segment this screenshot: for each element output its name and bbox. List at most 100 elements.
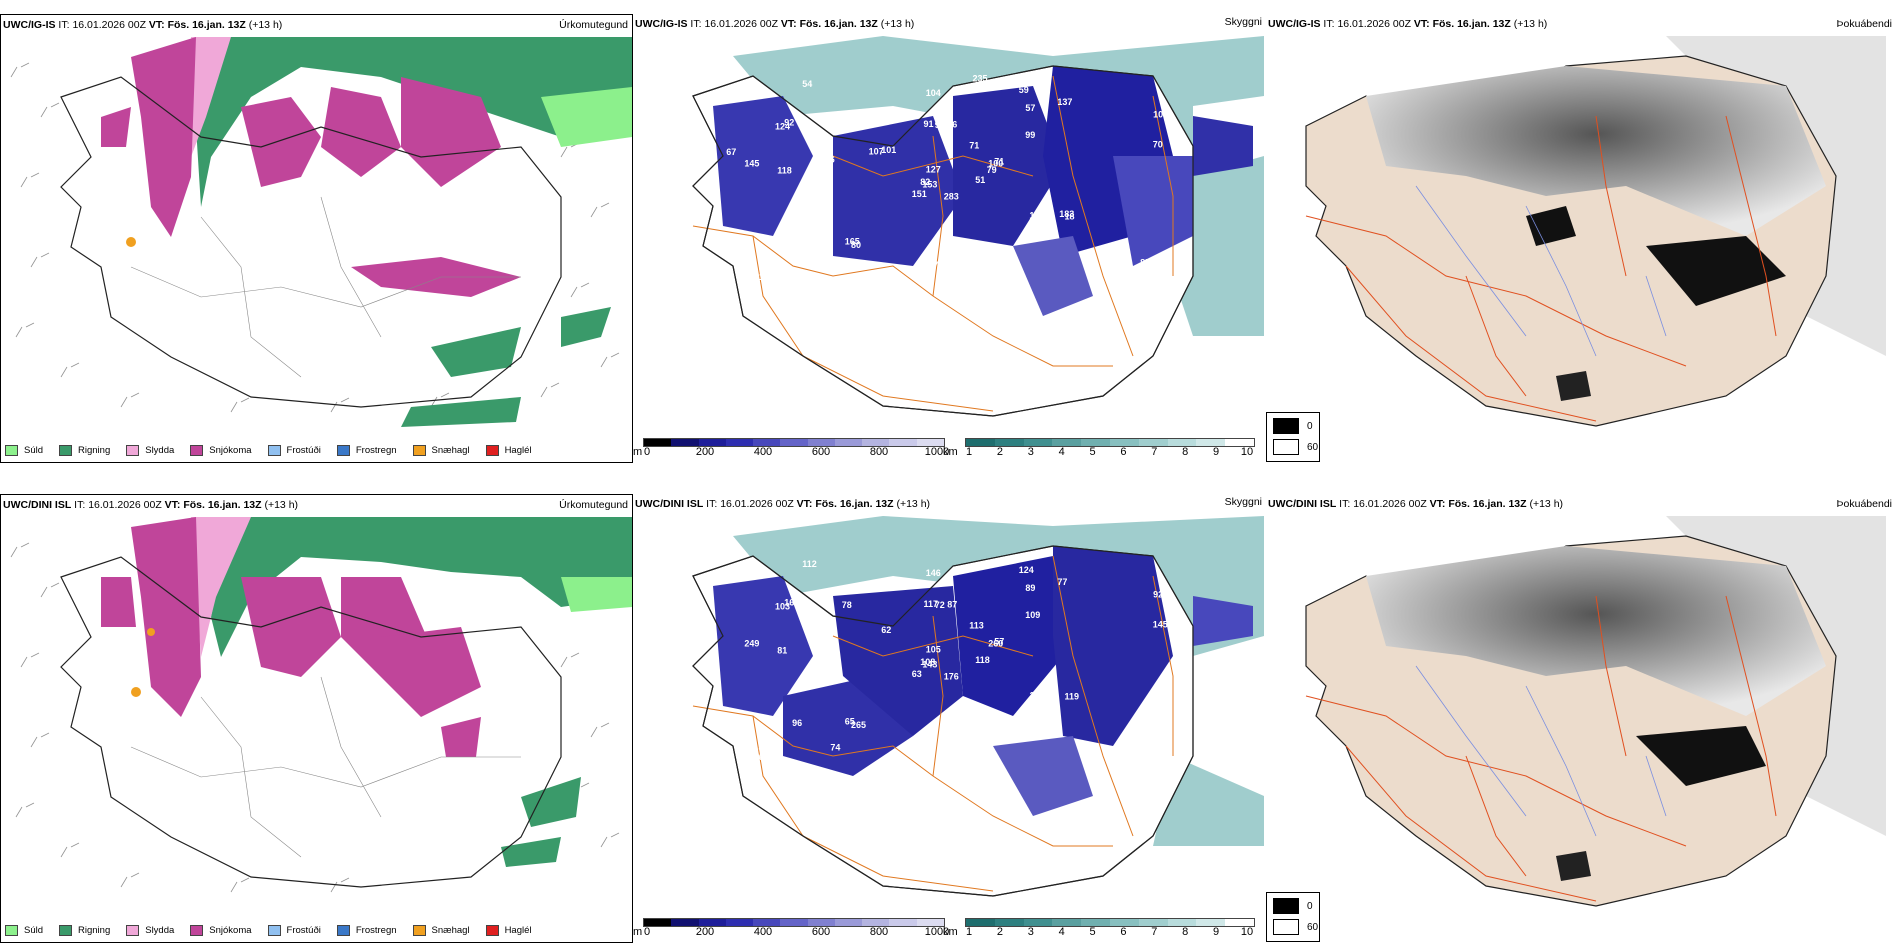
panel-header: UWC/IG-IS IT: 16.01.2026 00Z VT: Fös. 16… bbox=[3, 19, 283, 31]
colorbar-tick-label: 3 bbox=[1027, 926, 1034, 938]
panel-header: UWC/IG-IS IT: 16.01.2026 00Z VT: Fös. 16… bbox=[635, 18, 915, 30]
colorbar-tick-label: 10 bbox=[1240, 926, 1254, 938]
colorbar-segment bbox=[780, 439, 808, 446]
cloud-base-value-label: 101 bbox=[843, 278, 858, 288]
cloud-base-value-label: 153 bbox=[1109, 761, 1124, 771]
cloud-base-value-label: 100 bbox=[988, 158, 1003, 168]
colorbar-tick-label: 600 bbox=[811, 446, 831, 458]
cloud-base-value-label: 55 bbox=[830, 263, 840, 273]
visibility-colorbar: km 1 2 3 4 5 6 7 8 9 10 bbox=[943, 918, 1255, 942]
cloud-base-value-label: 94 bbox=[800, 285, 810, 295]
cloud-base-value-label: 96 bbox=[1140, 737, 1150, 747]
legend-swatch bbox=[1273, 898, 1299, 914]
cloud-base-value-label: 151 bbox=[912, 189, 927, 199]
colorbar-tick-label: 600 bbox=[811, 926, 831, 938]
cloud-base-value-label: 173 bbox=[928, 260, 943, 270]
colorbar-tick-label: 6 bbox=[1120, 926, 1127, 938]
cloud-base-value-label: 96 bbox=[935, 120, 945, 130]
cloud-base-value-label: 109 bbox=[1025, 610, 1040, 620]
colorbar-tick-label: 2 bbox=[996, 446, 1003, 458]
colorbar-tick-label: 1 bbox=[965, 446, 973, 458]
colorbar-ticks: 1 2 3 4 5 6 7 8 9 10 bbox=[965, 926, 1253, 938]
legend-item: 60 bbox=[1273, 439, 1318, 455]
legend-swatch bbox=[59, 445, 73, 456]
cloud-base-value-label: 105 bbox=[926, 645, 941, 655]
cloud-base-value-label: 165 bbox=[845, 237, 860, 247]
panel-header: UWC/IG-IS IT: 16.01.2026 00Z VT: Fös. 16… bbox=[1268, 18, 1548, 30]
colorbar-strip bbox=[643, 438, 945, 447]
legend-swatch bbox=[485, 925, 499, 936]
colorbar-segment bbox=[698, 919, 726, 926]
cloud-base-value-label: 70 bbox=[1153, 140, 1163, 150]
legend-swatch bbox=[1273, 919, 1299, 935]
legend-swatch bbox=[1273, 418, 1299, 434]
cloud-map: 283 124 153 106 100 80 59 56 57 51 54 54 118 104 151 99… bbox=[692, 36, 1264, 417]
cloud-base-value-label: 145 bbox=[744, 159, 759, 169]
legend-item: 60 bbox=[1273, 919, 1318, 935]
colorbar-segment bbox=[916, 439, 944, 446]
cloud-base-value-label: 81 bbox=[777, 646, 787, 656]
cloud-base-value-label: 78 bbox=[842, 600, 852, 610]
legend-item: Súld bbox=[5, 925, 43, 936]
legend-item: Snjókoma bbox=[190, 445, 252, 456]
legend-swatch bbox=[485, 445, 499, 456]
cloud-base-value-label: 260 bbox=[988, 638, 1003, 648]
cloud-base-value-label: 104 bbox=[926, 88, 941, 98]
colorbar-segment bbox=[698, 439, 726, 446]
cloud-base-value-label: 79 bbox=[987, 165, 997, 175]
colorbar-tick-label: 9 bbox=[1213, 446, 1220, 458]
cloud-base-value-label: 63 bbox=[912, 669, 922, 679]
colorbar-segment bbox=[753, 919, 781, 926]
cloud-base-value-label: 67 bbox=[726, 147, 736, 157]
legend-swatch bbox=[412, 445, 426, 456]
cloud-base-value-label: 283 bbox=[944, 191, 959, 201]
cloud-base-value-label: 118 bbox=[1029, 210, 1044, 220]
cloud-base-value-label: 176 bbox=[944, 671, 959, 681]
legend-item: Rigning bbox=[59, 445, 110, 456]
cloud-base-value-label: 167 bbox=[784, 597, 799, 607]
legend-swatch bbox=[126, 445, 140, 456]
colorbar-tick-label: 800 bbox=[869, 926, 889, 938]
colorbar-unit: km bbox=[943, 926, 958, 938]
colorbar-segment bbox=[1196, 919, 1226, 926]
legend-swatch bbox=[126, 925, 140, 936]
cloud-base-value-label: 65 bbox=[845, 717, 855, 727]
colorbar-tick-label: 1 bbox=[965, 926, 973, 938]
colorbar-segment bbox=[1225, 919, 1254, 926]
fog-legend: 0 60 bbox=[1266, 892, 1320, 942]
colorbar-tick-label: 2 bbox=[996, 926, 1003, 938]
cloud-panel-row2: UWC/DINI ISL IT: 16.01.2026 00Z VT: Fös.… bbox=[633, 494, 1266, 943]
colorbar-segment bbox=[1023, 439, 1053, 446]
colorbar-tick-label: 800 bbox=[869, 446, 889, 458]
legend-swatch bbox=[267, 925, 281, 936]
visibility-colorbar: km 1 2 3 4 5 6 7 8 9 10 bbox=[943, 438, 1255, 462]
colorbar-segment bbox=[671, 439, 699, 446]
cloud-base-value-label: 143 bbox=[922, 659, 937, 669]
colorbar-tick-label: 400 bbox=[753, 926, 773, 938]
colorbar-segment bbox=[1023, 919, 1053, 926]
legend-swatch bbox=[190, 445, 204, 456]
colorbar-segment bbox=[644, 919, 672, 926]
cloud-base-value-label: 87 bbox=[947, 600, 957, 610]
colorbar-tick-label: 0 bbox=[643, 926, 651, 938]
legend-item: Slydda bbox=[126, 445, 174, 456]
colorbar-segment bbox=[994, 919, 1024, 926]
colorbar-segment bbox=[644, 439, 672, 446]
cloud-base-value-label: 240 bbox=[758, 741, 773, 751]
colorbar-segment bbox=[1138, 439, 1168, 446]
legend-item: Haglél bbox=[485, 925, 532, 936]
colorbar-segment bbox=[671, 919, 699, 926]
colorbar-segment bbox=[807, 919, 835, 926]
cloud-base-value-label: 113 bbox=[969, 621, 984, 631]
cloud-base-value-label: 82 bbox=[920, 177, 930, 187]
colorbar-segment bbox=[862, 919, 890, 926]
colorbar-tick-label: 4 bbox=[1058, 926, 1065, 938]
cloud-base-value-label: 92 bbox=[1153, 590, 1163, 600]
colorbar-segment bbox=[966, 439, 995, 446]
colorbar-ticks: 0 200 400 600 800 1000 bbox=[643, 446, 949, 458]
legend-item: Snæhagl bbox=[412, 445, 470, 456]
colorbar-tick-label: 1000 bbox=[924, 926, 950, 938]
colorbar-segment bbox=[889, 919, 917, 926]
panel-title: Skyggni bbox=[1224, 16, 1262, 28]
colorbar-tick-label: 400 bbox=[753, 446, 773, 458]
